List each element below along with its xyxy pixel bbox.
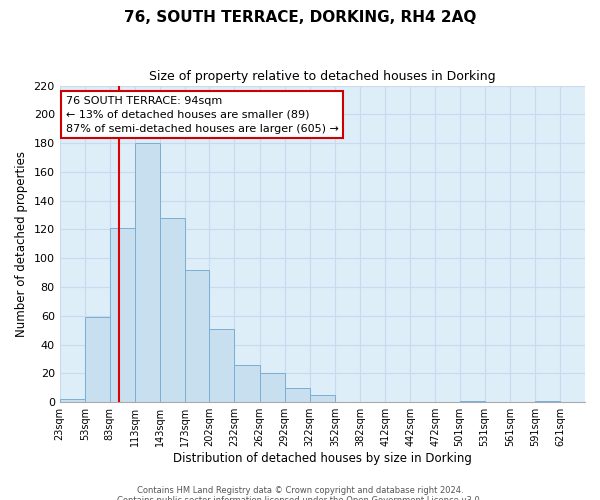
Bar	[85, 318, 110, 402]
Bar	[260, 374, 284, 402]
Text: 76, SOUTH TERRACE, DORKING, RH4 2AQ: 76, SOUTH TERRACE, DORKING, RH4 2AQ	[124, 10, 476, 25]
Bar	[160, 218, 185, 402]
X-axis label: Distribution of detached houses by size in Dorking: Distribution of detached houses by size …	[173, 452, 472, 465]
Bar	[460, 401, 485, 402]
Bar	[310, 395, 335, 402]
Bar	[209, 329, 235, 402]
Bar	[110, 228, 135, 402]
Bar	[284, 388, 310, 402]
Text: Contains public sector information licensed under the Open Government Licence v3: Contains public sector information licen…	[118, 496, 482, 500]
Bar	[59, 400, 85, 402]
Y-axis label: Number of detached properties: Number of detached properties	[15, 151, 28, 337]
Bar	[535, 401, 560, 402]
Text: Contains HM Land Registry data © Crown copyright and database right 2024.: Contains HM Land Registry data © Crown c…	[137, 486, 463, 495]
Bar	[135, 143, 160, 402]
Text: 76 SOUTH TERRACE: 94sqm
← 13% of detached houses are smaller (89)
87% of semi-de: 76 SOUTH TERRACE: 94sqm ← 13% of detache…	[65, 96, 338, 134]
Title: Size of property relative to detached houses in Dorking: Size of property relative to detached ho…	[149, 70, 496, 83]
Bar	[235, 365, 260, 402]
Bar	[185, 270, 209, 402]
